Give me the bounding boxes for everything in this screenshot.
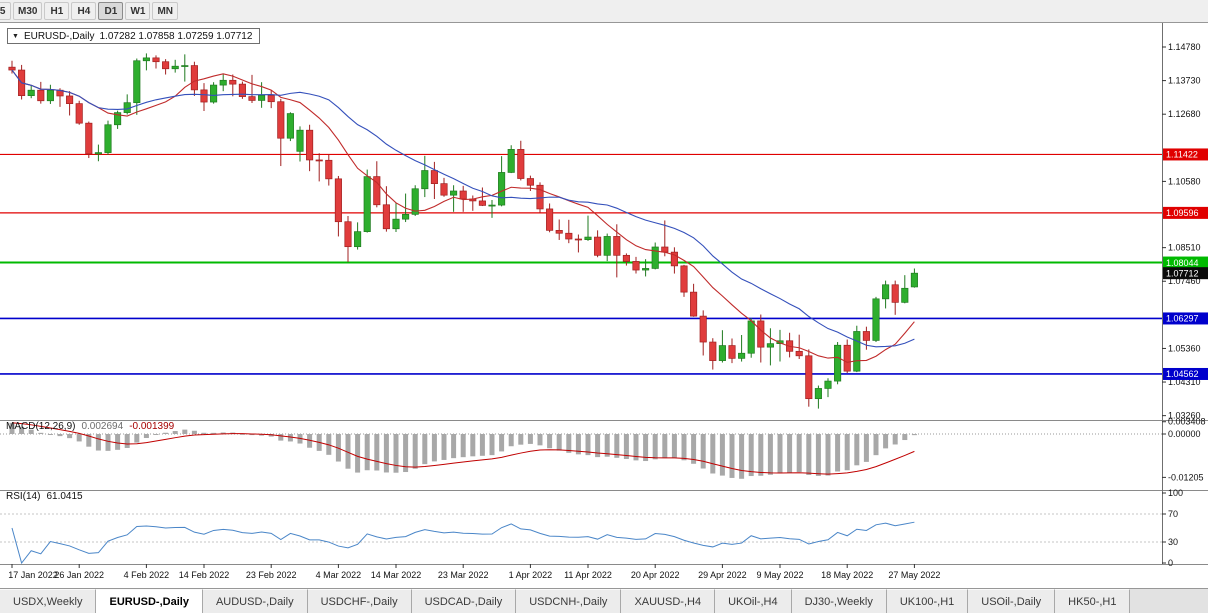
y-axis-label: 1.05360 bbox=[1168, 343, 1201, 353]
tab-usoil-daily[interactable]: USOil-,Daily bbox=[968, 589, 1056, 613]
timeframe-button-m30[interactable]: M30 bbox=[13, 2, 43, 20]
tab-ukoil-h4[interactable]: UKOil-,H4 bbox=[715, 589, 792, 613]
timeframe-button-w1[interactable]: W1 bbox=[125, 2, 151, 20]
rsi-scale-label: 0 bbox=[1168, 558, 1173, 568]
y-axis-label: 1.14780 bbox=[1168, 42, 1201, 52]
rsi-line bbox=[11, 521, 915, 565]
macd-signal-line bbox=[11, 422, 915, 475]
x-axis-label: 4 Feb 2022 bbox=[124, 570, 170, 580]
tab-audusd-daily[interactable]: AUDUSD-,Daily bbox=[202, 589, 308, 613]
macd-scale-label: -0.01205 bbox=[1168, 472, 1204, 482]
macd-scale-label: 0.00000 bbox=[1168, 429, 1201, 439]
tab-usdx-weekly[interactable]: USDX,Weekly bbox=[0, 589, 97, 613]
tab-usdchf-daily[interactable]: USDCHF-,Daily bbox=[307, 589, 412, 613]
rsi-scale-label: 30 bbox=[1168, 537, 1178, 547]
price-level-badge-1.04562: 1.04562 bbox=[1163, 367, 1208, 380]
x-axis-label: 14 Mar 2022 bbox=[371, 570, 422, 580]
timeframe-button-h4[interactable]: H4 bbox=[71, 2, 97, 20]
tab-eurusd-daily[interactable]: EURUSD-,Daily bbox=[96, 589, 203, 613]
timeframe-button-d1[interactable]: D1 bbox=[98, 2, 124, 20]
y-axis-label: 1.10580 bbox=[1168, 176, 1201, 186]
timeframe-button-mn[interactable]: MN bbox=[152, 2, 179, 20]
x-axis-label: 26 Jan 2022 bbox=[54, 570, 104, 580]
chart-title-symbol: EURUSD-,Daily bbox=[23, 30, 95, 42]
tab-dj30-weekly[interactable]: DJ30-,Weekly bbox=[791, 589, 887, 613]
price-chart[interactable]: 1.14780 1.13730 1.12680 1.10580 1.08510 1.074… bbox=[0, 23, 1208, 588]
collapse-arrow-icon: ▼ bbox=[12, 32, 19, 40]
macd-panel: 0.003408 0.00000 -0.01205 bbox=[0, 417, 1206, 482]
x-axis-label: 17 Jan 2022 bbox=[8, 570, 58, 580]
chart-title-box[interactable]: ▼ EURUSD-,Daily 1.07282 1.07858 1.07259 … bbox=[7, 28, 261, 44]
x-axis-label: 27 May 2022 bbox=[888, 570, 940, 580]
x-axis-label: 14 Feb 2022 bbox=[179, 570, 230, 580]
tab-usdcad-daily[interactable]: USDCAD-,Daily bbox=[411, 589, 517, 613]
x-axis-label: 20 Apr 2022 bbox=[631, 570, 680, 580]
moving-average-21 bbox=[11, 69, 915, 348]
x-axis-label: 11 Apr 2022 bbox=[564, 570, 612, 580]
y-axis-label: 1.03260 bbox=[1168, 411, 1201, 421]
y-axis-label: 1.12680 bbox=[1168, 109, 1201, 119]
price-scale[interactable]: 1.14780 1.13730 1.12680 1.10580 1.08510 1.074… bbox=[1162, 42, 1201, 421]
rsi-scale-label: 70 bbox=[1168, 509, 1178, 519]
y-axis-label: 1.07460 bbox=[1168, 276, 1201, 286]
rsi-panel: 100 70 30 0 bbox=[0, 488, 1183, 568]
candles-layer bbox=[8, 53, 918, 409]
tab-usdcnh-daily[interactable]: USDCNH-,Daily bbox=[516, 589, 622, 613]
chart-tabs-bar: USDX,Weekly EURUSD-,Daily AUDUSD-,Daily USD… bbox=[0, 588, 1208, 613]
price-level-badge-1.11422: 1.11422 bbox=[1163, 148, 1208, 161]
price-level-badge-1.08044: 1.08044 bbox=[1163, 256, 1208, 269]
x-axis-label: 18 May 2022 bbox=[821, 570, 873, 580]
svg-text:1.04562: 1.04562 bbox=[1166, 369, 1199, 379]
x-axis-label: 29 Apr 2022 bbox=[698, 570, 747, 580]
tab-hk50-h1[interactable]: HK50-,H1 bbox=[1055, 589, 1131, 613]
timeframe-toolbar: M5M30H1H4D1W1MN bbox=[0, 0, 1208, 23]
svg-text:1.11422: 1.11422 bbox=[1166, 150, 1198, 160]
price-level-badge-1.09596: 1.09596 bbox=[1163, 206, 1208, 219]
timeframe-button-m5[interactable]: M5 bbox=[0, 2, 11, 20]
chart-title-ohlc: 1.07282 1.07858 1.07259 1.07712 bbox=[99, 30, 253, 42]
tab-xauusd-h4[interactable]: XAUUSD-,H4 bbox=[621, 589, 716, 613]
macd-scale-label: 0.003408 bbox=[1168, 417, 1206, 427]
x-axis-label: 1 Apr 2022 bbox=[509, 570, 553, 580]
svg-text:1.08044: 1.08044 bbox=[1166, 258, 1199, 268]
x-axis-label: 9 May 2022 bbox=[756, 570, 803, 580]
y-axis-label: 1.04310 bbox=[1168, 377, 1201, 387]
y-axis-label: 1.13730 bbox=[1168, 76, 1201, 86]
current-price-badge: 1.07712 bbox=[1163, 267, 1208, 280]
tab-uk100-h1[interactable]: UK100-,H1 bbox=[886, 589, 969, 613]
svg-text:1.07712: 1.07712 bbox=[1166, 268, 1199, 278]
price-level-badge-1.06297: 1.06297 bbox=[1163, 312, 1208, 325]
x-axis-label: 23 Mar 2022 bbox=[438, 570, 489, 580]
svg-text:1.09596: 1.09596 bbox=[1166, 208, 1199, 218]
x-axis-label: 23 Feb 2022 bbox=[246, 570, 297, 580]
x-axis-label: 4 Mar 2022 bbox=[316, 570, 362, 580]
y-axis-label: 1.08510 bbox=[1168, 243, 1201, 253]
rsi-scale-label: 100 bbox=[1168, 488, 1183, 498]
timeframe-button-h1[interactable]: H1 bbox=[44, 2, 70, 20]
moving-average-10 bbox=[11, 69, 915, 363]
svg-text:1.06297: 1.06297 bbox=[1166, 314, 1199, 324]
